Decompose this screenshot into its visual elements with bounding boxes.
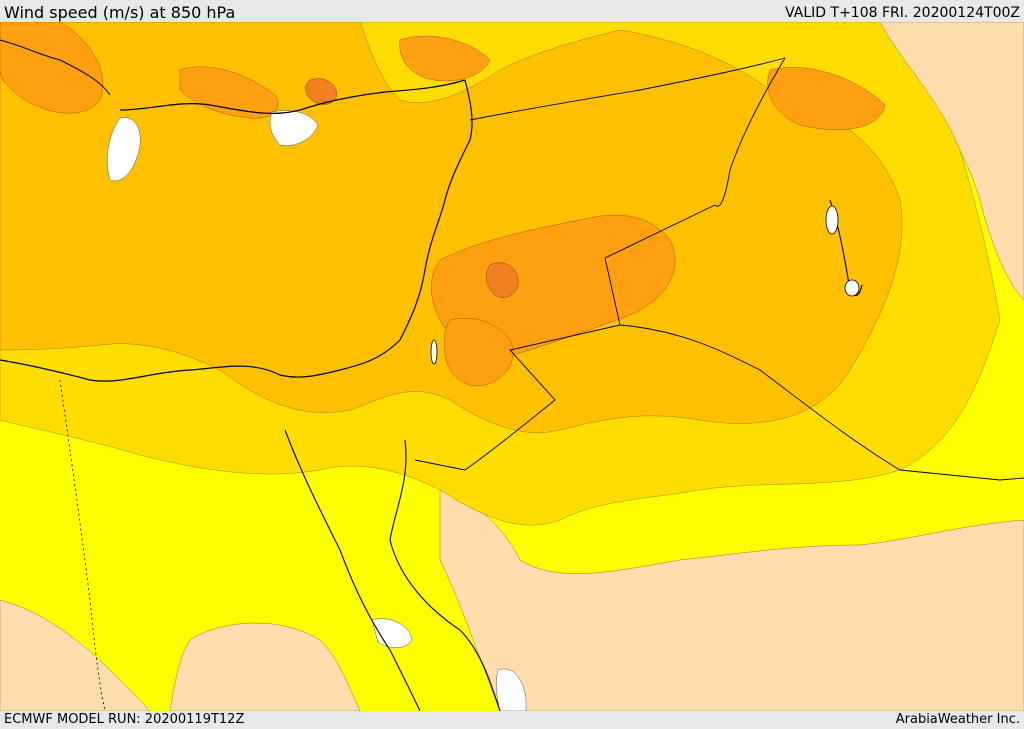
border-iraq-iran xyxy=(714,57,786,207)
field-calm-red-sea-side xyxy=(169,622,361,711)
wind-map xyxy=(0,22,1024,711)
field-fresh xyxy=(0,22,903,433)
wind-speed-field xyxy=(0,22,1024,711)
field-gap-aegean xyxy=(107,117,141,182)
coastline-north xyxy=(0,39,111,96)
map-title: Wind speed (m/s) at 850 hPa xyxy=(4,3,236,22)
field-gap-south xyxy=(496,668,527,711)
border-egypt-libya xyxy=(59,379,106,711)
coastline-med xyxy=(0,79,473,382)
field-calm-arabia xyxy=(439,489,1024,711)
field-strong-aegean xyxy=(0,22,103,114)
field-gap-red-sea xyxy=(371,618,413,648)
header-bar: Wind speed (m/s) at 850 hPa VALID T+108 … xyxy=(0,0,1024,22)
coastline-turkey xyxy=(119,79,466,114)
border-syria-turkey xyxy=(469,57,786,121)
field-calm-sw xyxy=(0,599,151,711)
field-gap-cyprus xyxy=(269,110,319,146)
field-very-strong xyxy=(486,262,519,298)
lake-razzaza xyxy=(844,279,860,297)
coastline-red-sea-west xyxy=(284,429,421,711)
model-run: ECMWF MODEL RUN: 20200119T12Z xyxy=(4,712,245,727)
field-strong-black-sea xyxy=(399,35,491,82)
border-jordan-saudi xyxy=(414,204,716,471)
field-strong-jordan xyxy=(443,317,514,387)
field-very-strong-north xyxy=(305,78,337,105)
credit-text: ArabiaWeather Inc. xyxy=(895,712,1020,727)
lake-tharthar xyxy=(825,205,839,235)
valid-time: VALID T+108 FRI. 20200124T00Z xyxy=(785,5,1020,21)
coastline-red-sea-east xyxy=(389,439,501,711)
field-strong-iraq xyxy=(767,67,886,130)
border-iraq-saudi xyxy=(619,324,1024,481)
footer-bar: ECMWF MODEL RUN: 20200119T12Z ArabiaWeat… xyxy=(0,711,1024,729)
lake-dead-sea xyxy=(430,339,438,365)
